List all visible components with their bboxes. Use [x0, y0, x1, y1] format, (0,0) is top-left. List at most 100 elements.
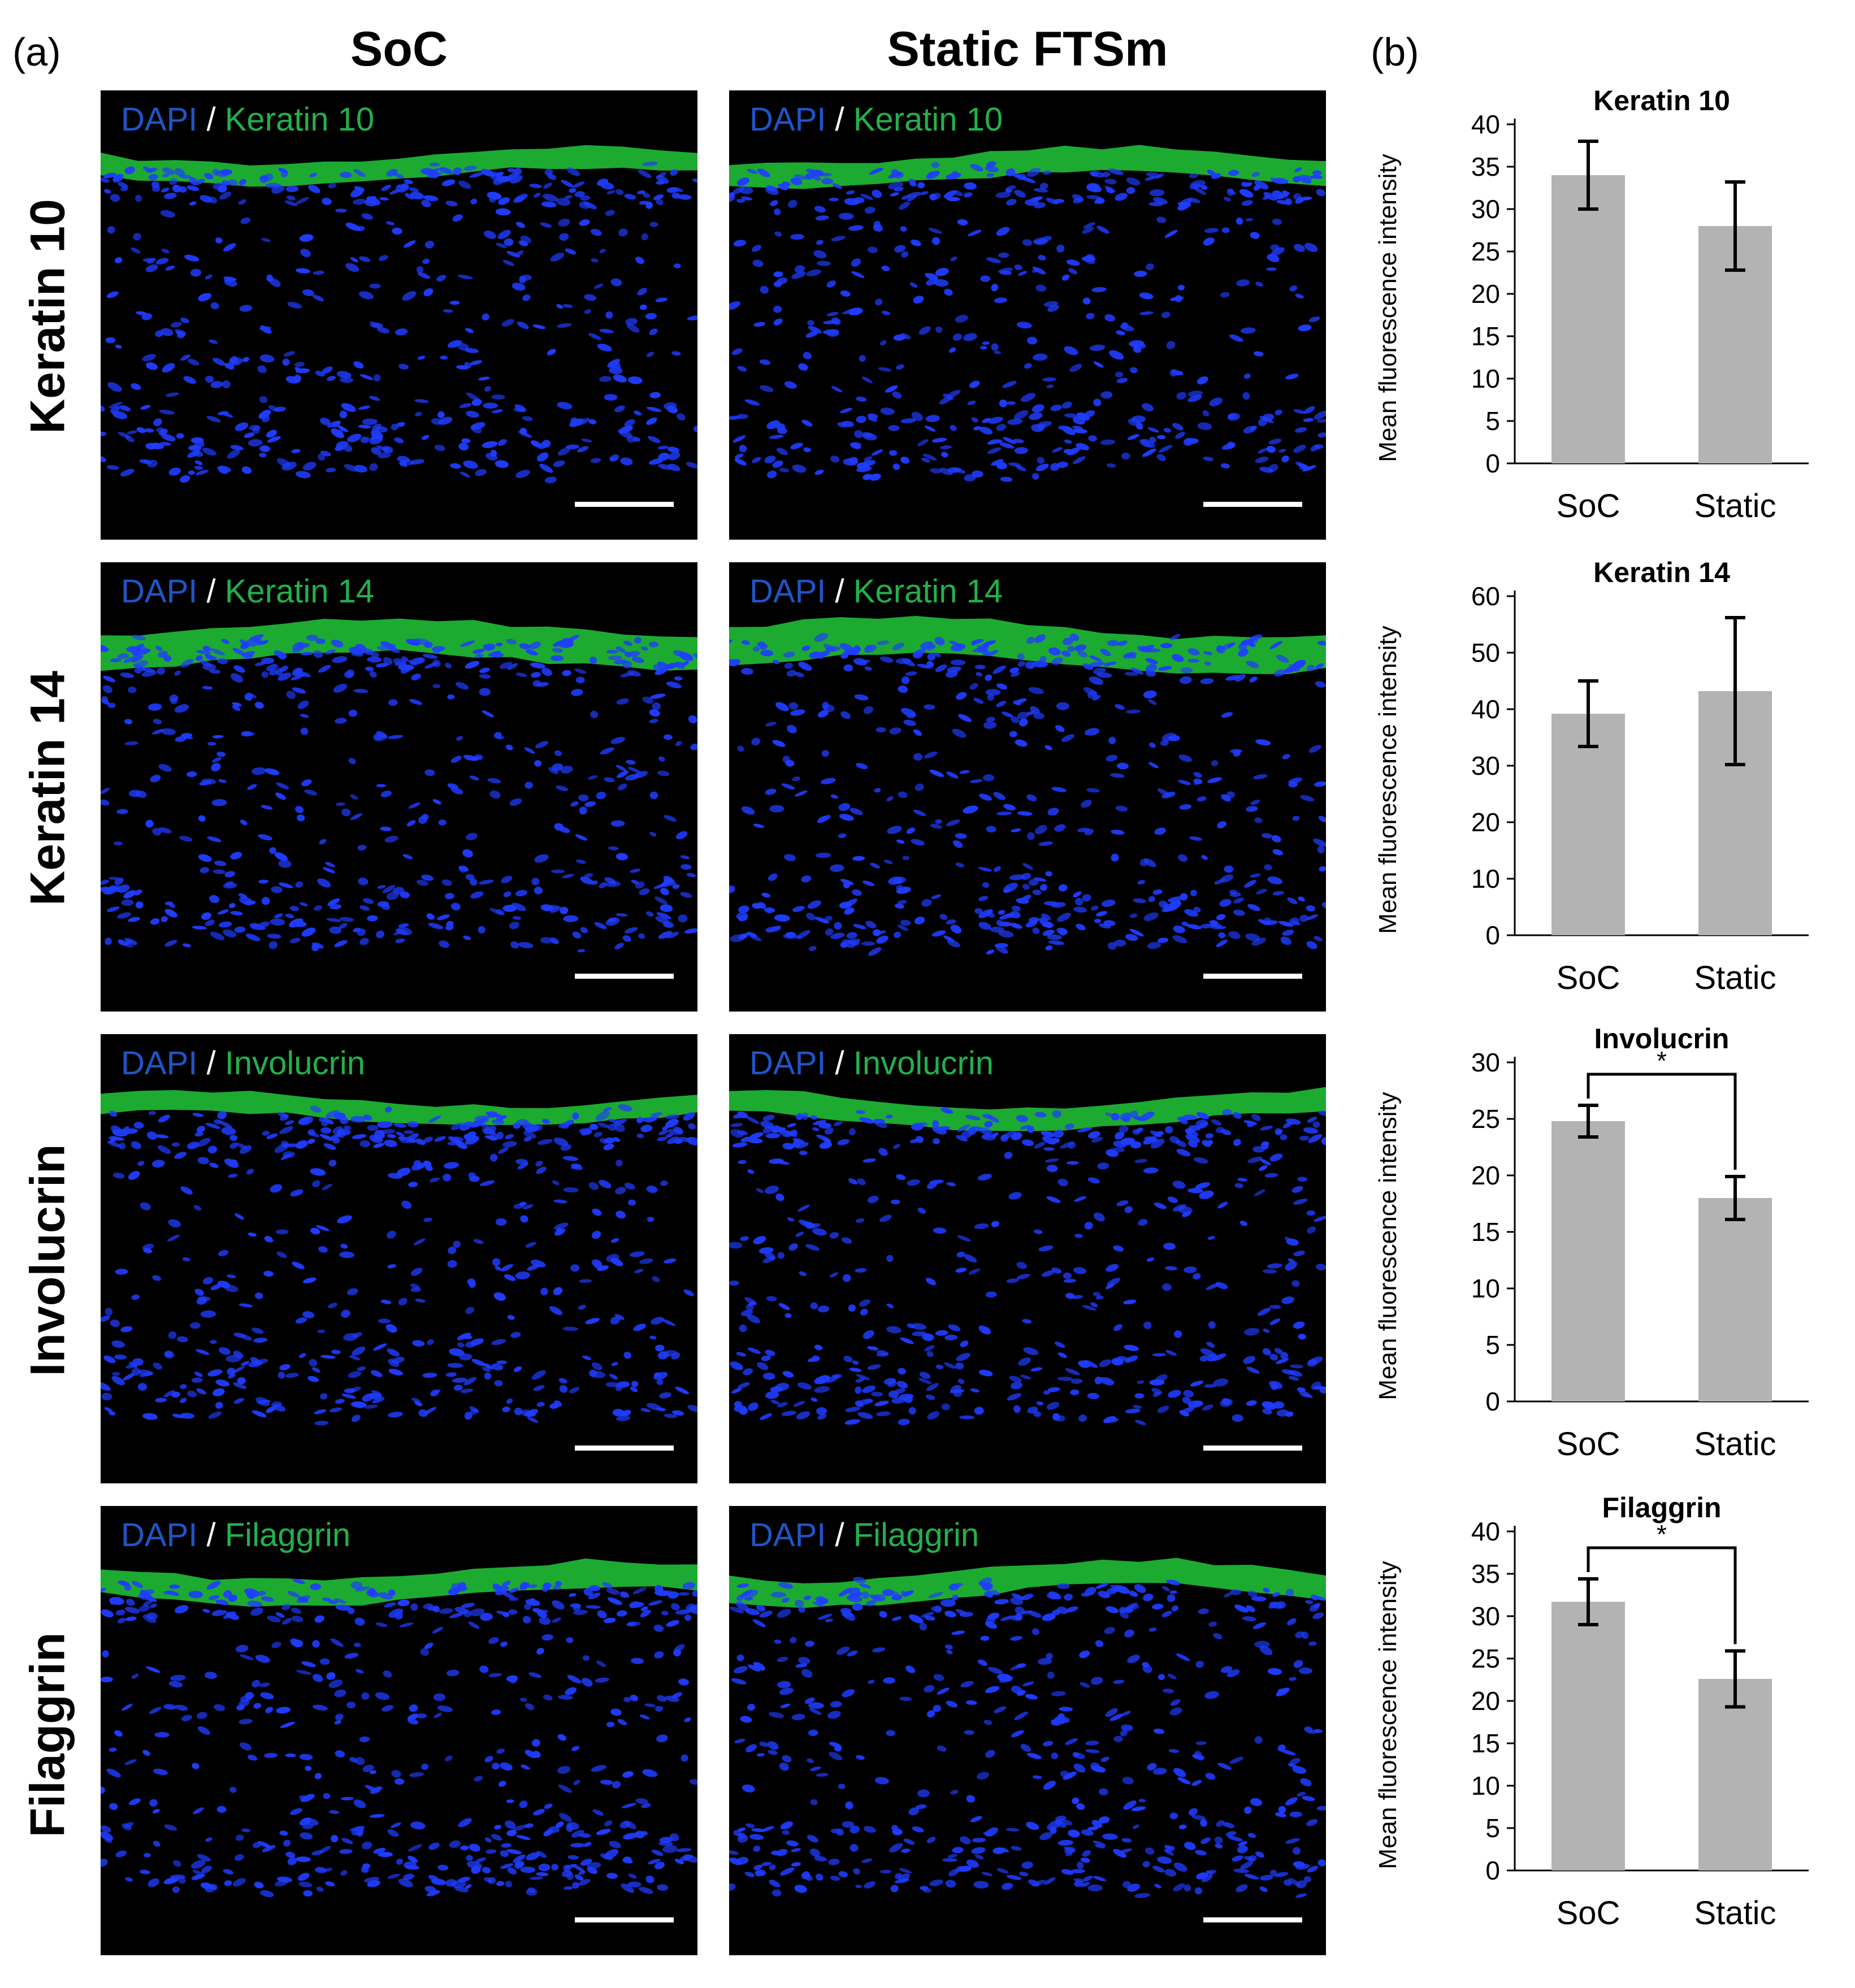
chart-title: Keratin 14 — [1593, 557, 1730, 588]
micrograph-keratin-10-soc: DAPI / Keratin 10 — [101, 90, 697, 540]
stain-label: DAPI / Keratin 10 — [121, 101, 375, 138]
y-tick-label: 15 — [1471, 1217, 1500, 1247]
chart-title: Involucrin — [1594, 1023, 1730, 1054]
y-tick-label: 30 — [1471, 751, 1500, 780]
y-tick-label: 5 — [1485, 1330, 1500, 1360]
marker-layer — [729, 145, 1326, 189]
micrograph-keratin-14-soc: DAPI / Keratin 14 — [101, 562, 697, 1012]
chart-title: Keratin 10 — [1593, 85, 1730, 116]
error-bar — [1725, 616, 1745, 766]
micrograph-filaggrin-static: DAPI / Filaggrin — [729, 1506, 1326, 1955]
error-bar — [1578, 1577, 1598, 1626]
y-tick-label: 25 — [1471, 237, 1500, 266]
bar-static — [1698, 1679, 1772, 1870]
y-tick-label: 10 — [1471, 364, 1500, 393]
tissue-image — [101, 145, 697, 484]
y-tick-label: 60 — [1471, 581, 1500, 611]
scale-bar — [575, 1917, 674, 1922]
y-tick-label: 5 — [1485, 406, 1500, 436]
y-tick-label: 40 — [1471, 110, 1500, 139]
bar-chart-involucrin: Involucrin Mean fluorescence intensity 0 5 1… — [1368, 1023, 1831, 1478]
nuclei — [729, 633, 1326, 956]
micrograph-keratin-10-static: DAPI / Keratin 10 — [729, 90, 1326, 540]
bar-chart-keratin-10: Keratin 10 Mean fluorescence intensity 0 5 1… — [1368, 85, 1831, 540]
stain-label: DAPI / Involucrin — [121, 1045, 365, 1082]
y-tick-label: 35 — [1471, 152, 1500, 181]
micrograph-involucrin-static: DAPI / Involucrin — [729, 1034, 1326, 1483]
stain-label: DAPI / Keratin 14 — [749, 573, 1003, 610]
tissue-image — [729, 1087, 1326, 1426]
x-tick-label: SoC — [1557, 960, 1620, 996]
scale-bar — [1203, 974, 1302, 979]
y-tick-label: 0 — [1485, 1856, 1500, 1885]
nuclei — [101, 1578, 697, 1898]
tissue-image — [729, 615, 1326, 956]
bar-soc — [1551, 1121, 1625, 1401]
bar-static — [1698, 1198, 1772, 1401]
y-tick-label: 40 — [1471, 1517, 1500, 1546]
marker-layer — [101, 1090, 697, 1126]
x-tick-label: Static — [1694, 1426, 1776, 1462]
y-axis-label: Mean fluorescence intensity — [1374, 1561, 1402, 1869]
bar-soc — [1551, 714, 1625, 935]
x-tick-label: SoC — [1557, 1895, 1620, 1931]
y-tick-label: 50 — [1471, 638, 1500, 667]
error-bar — [1725, 180, 1745, 272]
scale-bar — [575, 1446, 674, 1451]
chart-title: Filaggrin — [1602, 1492, 1721, 1523]
bar-chart-filaggrin: Filaggrin Mean fluorescence intensity 0 5 10… — [1368, 1492, 1831, 1981]
scale-bar — [575, 974, 674, 979]
y-tick-label: 25 — [1471, 1104, 1500, 1134]
bar-soc — [1551, 175, 1625, 463]
bar-soc — [1551, 1601, 1625, 1870]
y-axis-label: Mean fluorescence intensity — [1374, 626, 1402, 934]
scale-bar — [1203, 1917, 1302, 1922]
scale-bar — [575, 502, 674, 507]
x-tick-label: SoC — [1557, 1426, 1620, 1462]
scale-bar — [1203, 1446, 1302, 1451]
row-label-keratin-10: Keratin 10 — [20, 199, 75, 434]
y-tick-label: 15 — [1471, 322, 1500, 351]
y-tick-label: 40 — [1471, 695, 1500, 724]
nuclei — [101, 162, 697, 484]
y-tick-label: 0 — [1485, 449, 1500, 478]
y-tick-label: 10 — [1471, 864, 1500, 893]
x-tick-label: SoC — [1557, 488, 1620, 524]
stain-label: DAPI / Filaggrin — [749, 1517, 979, 1553]
y-tick-label: 20 — [1471, 1686, 1500, 1716]
y-tick-label: 20 — [1471, 808, 1500, 837]
row-label-keratin-14: Keratin 14 — [20, 671, 75, 906]
row-label-filaggrin: Filaggrin — [20, 1632, 75, 1838]
y-tick-label: 20 — [1471, 1161, 1500, 1190]
y-tick-label: 30 — [1471, 194, 1500, 224]
stain-label: DAPI / Keratin 10 — [749, 101, 1003, 138]
significance-bracket — [1587, 1073, 1737, 1170]
tissue-image — [729, 1557, 1326, 1898]
scale-bar — [1203, 502, 1302, 507]
nuclei — [101, 634, 697, 953]
marker-layer — [101, 145, 697, 187]
y-tick-label: 20 — [1471, 279, 1500, 309]
nuclei — [729, 1108, 1326, 1426]
y-tick-label: 30 — [1471, 1601, 1500, 1631]
significance-bracket — [1587, 1546, 1737, 1644]
y-tick-label: 10 — [1471, 1274, 1500, 1303]
panel-label-a: (a) — [12, 30, 61, 74]
y-tick-label: 10 — [1471, 1771, 1500, 1800]
micrograph-filaggrin-soc: DAPI / Filaggrin — [101, 1506, 697, 1955]
error-bar — [1578, 1104, 1598, 1139]
panel-label-b: (b) — [1371, 30, 1419, 74]
y-tick-label: 5 — [1485, 1813, 1500, 1843]
error-bar — [1725, 1175, 1745, 1221]
nuclei — [729, 161, 1326, 482]
stain-label: DAPI / Keratin 14 — [121, 573, 375, 610]
error-bar — [1725, 1649, 1745, 1709]
column-header-static-ftsm: Static FTSm — [887, 22, 1168, 76]
tissue-image — [729, 145, 1326, 482]
nuclei — [729, 1577, 1326, 1898]
stain-label: DAPI / Involucrin — [749, 1045, 994, 1082]
nuclei — [101, 1104, 697, 1426]
micrograph-keratin-14-static: DAPI / Keratin 14 — [729, 562, 1326, 1012]
y-axis-label: Mean fluorescence intensity — [1374, 154, 1402, 462]
stain-label: DAPI / Filaggrin — [121, 1517, 351, 1553]
